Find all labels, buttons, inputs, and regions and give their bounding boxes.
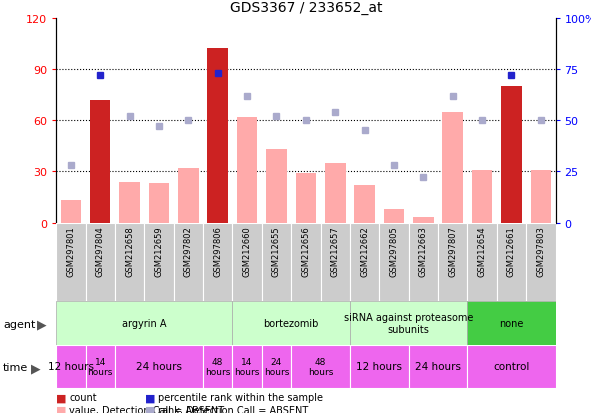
Bar — [56, 223, 86, 301]
Bar — [86, 345, 115, 388]
Text: GSM297807: GSM297807 — [448, 225, 457, 276]
Text: GSM212655: GSM212655 — [272, 225, 281, 276]
Text: ▶: ▶ — [37, 318, 46, 331]
Text: ■: ■ — [145, 392, 155, 402]
Text: 48
hours: 48 hours — [308, 357, 333, 376]
Bar — [232, 301, 350, 345]
Text: GSM212662: GSM212662 — [360, 225, 369, 276]
Bar — [526, 223, 556, 301]
Text: 24 hours: 24 hours — [415, 361, 461, 372]
Text: GSM297804: GSM297804 — [96, 225, 105, 276]
Text: percentile rank within the sample: percentile rank within the sample — [158, 392, 323, 402]
Bar — [60, 201, 81, 223]
Text: GSM212663: GSM212663 — [419, 225, 428, 276]
Text: bortezomib: bortezomib — [264, 318, 319, 328]
Text: GSM212654: GSM212654 — [478, 225, 486, 276]
Bar — [467, 223, 497, 301]
Bar — [203, 345, 232, 388]
Bar — [443, 112, 463, 223]
Bar — [237, 117, 257, 223]
Text: ■: ■ — [56, 405, 67, 413]
Bar — [379, 223, 408, 301]
Text: GSM212656: GSM212656 — [301, 225, 310, 276]
Text: ■: ■ — [145, 405, 155, 413]
Text: GSM297806: GSM297806 — [213, 225, 222, 276]
Bar — [413, 218, 434, 223]
Text: ■: ■ — [56, 392, 67, 402]
Text: 14
hours: 14 hours — [235, 357, 260, 376]
Bar — [86, 223, 115, 301]
Bar — [266, 150, 287, 223]
Bar — [119, 182, 140, 223]
Bar — [90, 100, 111, 223]
Bar — [178, 169, 199, 223]
Text: GSM297803: GSM297803 — [537, 225, 545, 276]
Bar — [501, 87, 522, 223]
Text: agent: agent — [3, 319, 35, 329]
Text: 12 hours: 12 hours — [356, 361, 402, 372]
Bar — [467, 301, 556, 345]
Bar — [56, 345, 86, 388]
Text: time: time — [3, 363, 28, 373]
Bar — [174, 223, 203, 301]
Bar — [262, 223, 291, 301]
Title: GDS3367 / 233652_at: GDS3367 / 233652_at — [229, 1, 382, 15]
Bar — [232, 223, 262, 301]
Text: GSM297802: GSM297802 — [184, 225, 193, 276]
Bar — [467, 345, 556, 388]
Text: 48
hours: 48 hours — [205, 357, 230, 376]
Text: control: control — [493, 361, 530, 372]
Text: rank, Detection Call = ABSENT: rank, Detection Call = ABSENT — [158, 405, 308, 413]
Bar — [408, 223, 438, 301]
Text: 12 hours: 12 hours — [48, 361, 94, 372]
Bar — [472, 170, 492, 223]
Text: GSM212661: GSM212661 — [507, 225, 516, 276]
Bar — [320, 223, 350, 301]
Bar — [56, 301, 232, 345]
Bar — [232, 345, 262, 388]
Text: 14
hours: 14 hours — [87, 357, 113, 376]
Text: argyrin A: argyrin A — [122, 318, 167, 328]
Bar — [350, 223, 379, 301]
Bar — [291, 345, 350, 388]
Text: value, Detection Call = ABSENT: value, Detection Call = ABSENT — [69, 405, 224, 413]
Bar — [115, 223, 144, 301]
Bar — [384, 209, 404, 223]
Bar — [497, 223, 526, 301]
Bar — [350, 345, 408, 388]
Text: GSM297805: GSM297805 — [389, 225, 398, 276]
Text: GSM212660: GSM212660 — [242, 225, 252, 276]
Text: 24 hours: 24 hours — [136, 361, 182, 372]
Bar — [296, 173, 316, 223]
Bar — [350, 301, 467, 345]
Text: GSM212659: GSM212659 — [154, 225, 164, 276]
Text: 24
hours: 24 hours — [264, 357, 289, 376]
Text: none: none — [499, 318, 524, 328]
Bar — [408, 345, 467, 388]
Text: ▶: ▶ — [31, 361, 40, 374]
Text: siRNA against proteasome
subunits: siRNA against proteasome subunits — [344, 312, 473, 334]
Bar — [291, 223, 320, 301]
Text: GSM212658: GSM212658 — [125, 225, 134, 276]
Bar — [115, 345, 203, 388]
Bar — [262, 345, 291, 388]
Bar — [149, 184, 169, 223]
Bar — [144, 223, 174, 301]
Bar — [325, 164, 346, 223]
Bar — [203, 223, 232, 301]
Text: count: count — [69, 392, 97, 402]
Bar — [355, 185, 375, 223]
Text: GSM212657: GSM212657 — [331, 225, 340, 276]
Bar — [438, 223, 467, 301]
Text: GSM297801: GSM297801 — [66, 225, 75, 276]
Bar — [207, 49, 228, 223]
Bar — [531, 170, 551, 223]
